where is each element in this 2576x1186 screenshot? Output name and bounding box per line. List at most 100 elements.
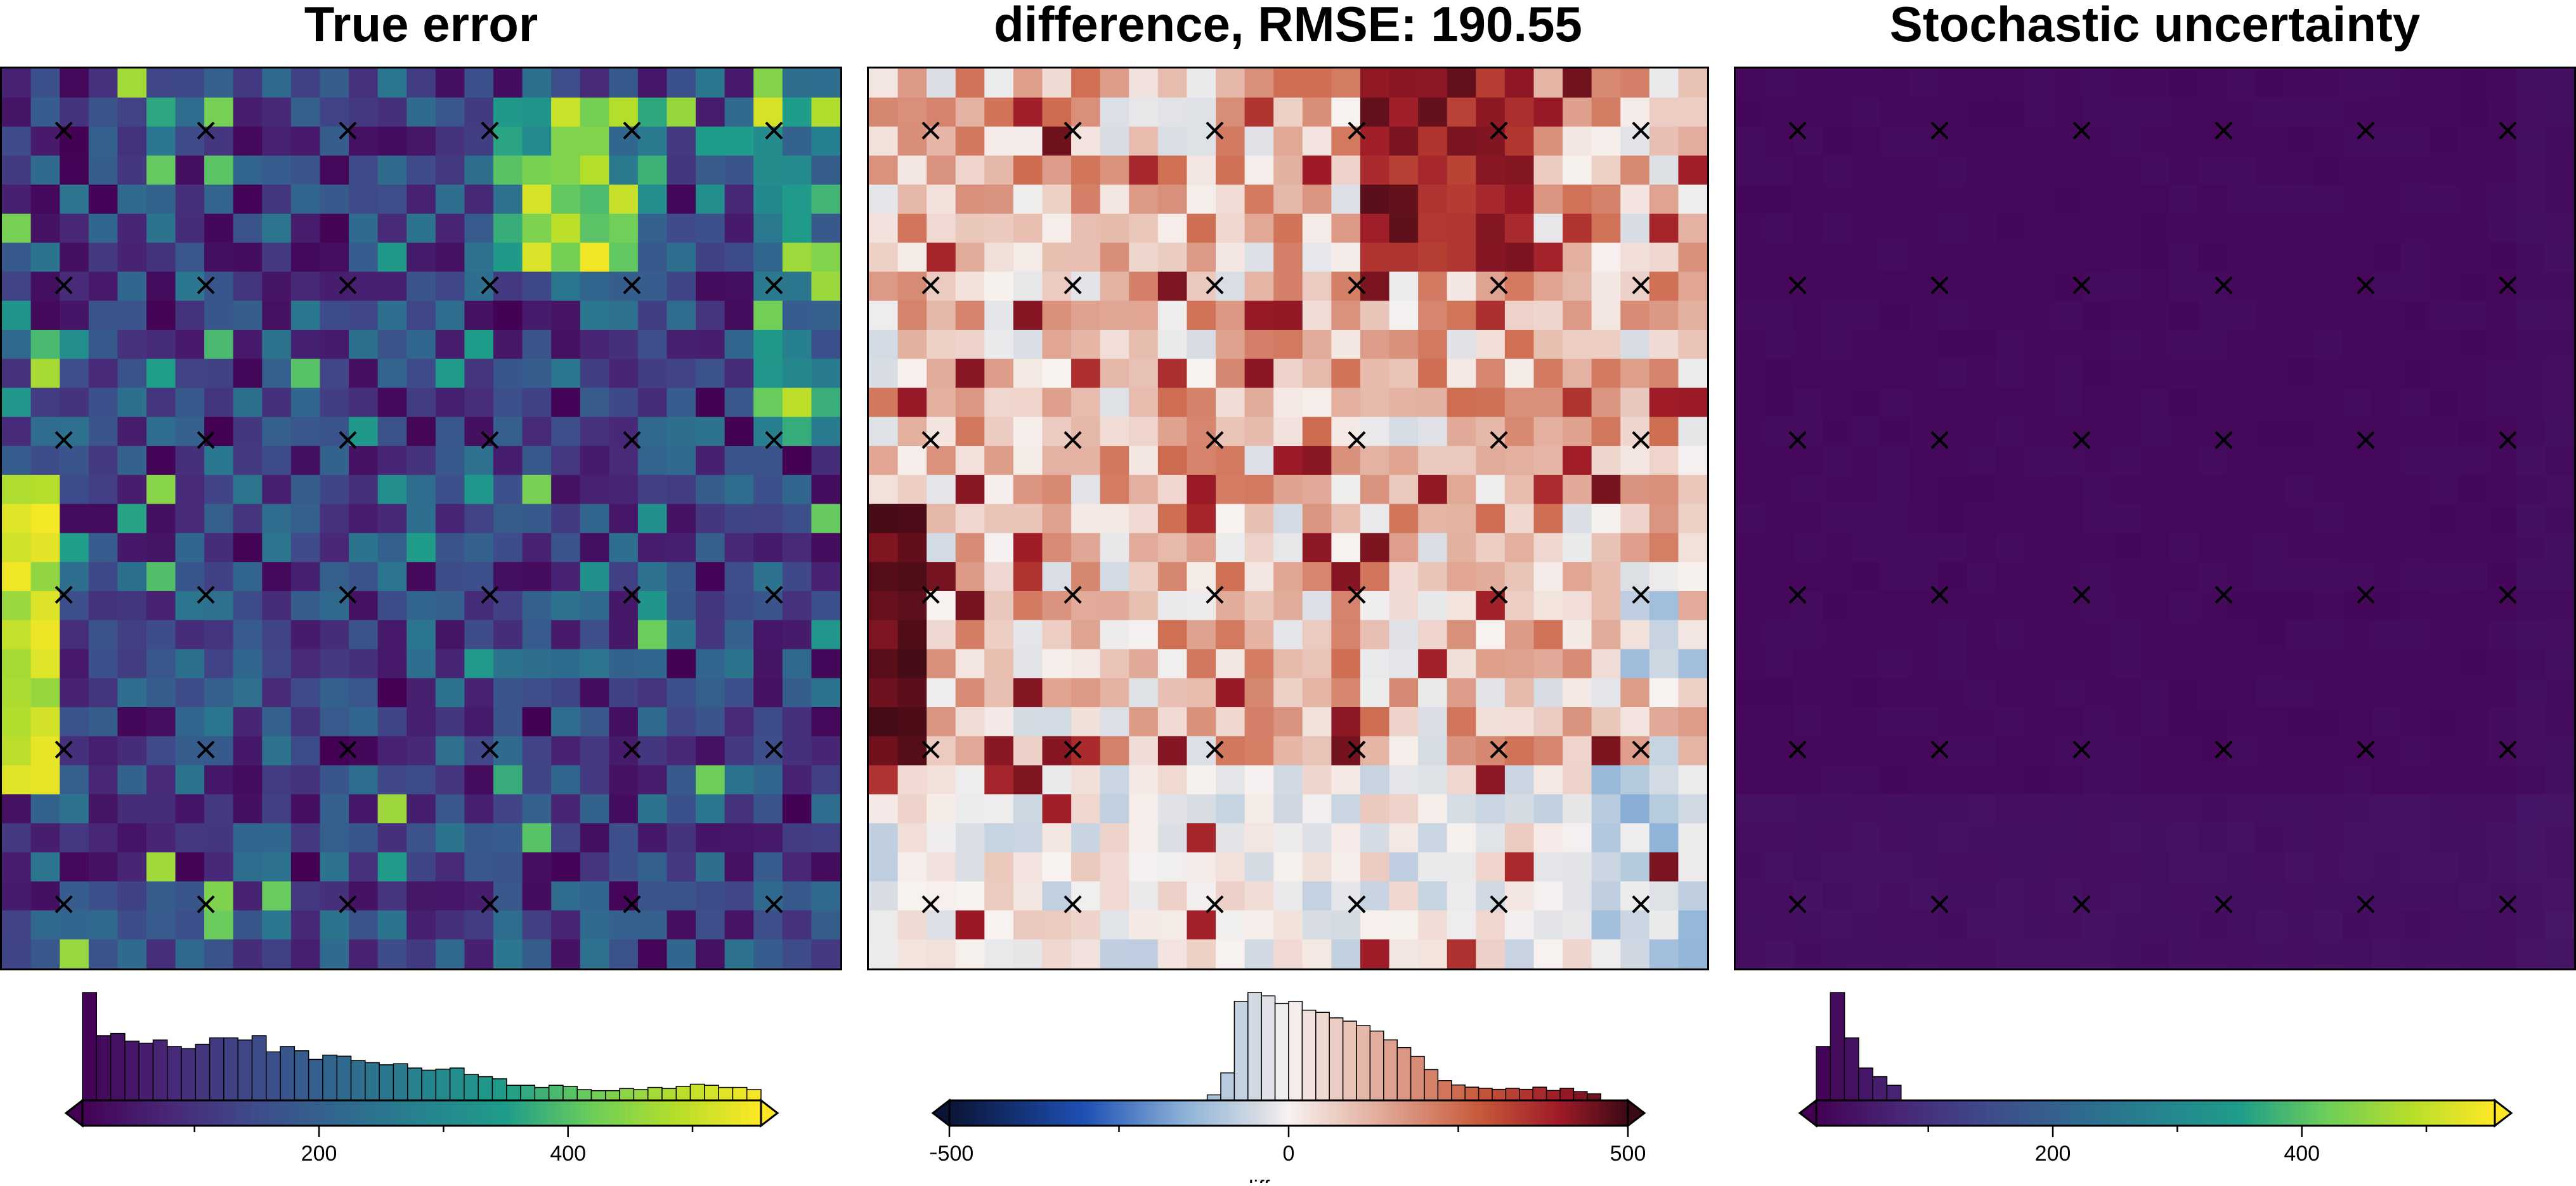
constraint-marker: × bbox=[2069, 420, 2095, 457]
constraint-marker: × bbox=[2211, 420, 2237, 457]
histogram-bar bbox=[280, 1046, 296, 1101]
histogram-bar bbox=[478, 1076, 493, 1101]
histogram-bar bbox=[82, 992, 98, 1101]
histogram-bar bbox=[576, 1089, 592, 1101]
histogram-bar bbox=[1478, 1088, 1493, 1101]
histogram-bar bbox=[421, 1069, 437, 1101]
histogram-bar bbox=[590, 1090, 606, 1101]
constraint-marker: × bbox=[2211, 885, 2237, 922]
constraint-marker: × bbox=[2069, 885, 2095, 922]
constraint-marker: × bbox=[335, 112, 361, 148]
histogram-bar bbox=[534, 1086, 550, 1101]
constraint-marker: × bbox=[2495, 885, 2521, 922]
histogram-bar bbox=[138, 1043, 154, 1101]
constraint-marker: × bbox=[2495, 730, 2521, 767]
constraint-marker: × bbox=[1785, 885, 1811, 922]
histogram-bar bbox=[96, 1035, 112, 1101]
colorbar-tick-label: 200 bbox=[2035, 1142, 2071, 1166]
constraint-marker: × bbox=[51, 420, 77, 457]
constraint-marker: × bbox=[193, 575, 219, 612]
constraint-marker: × bbox=[761, 266, 788, 303]
histogram-bar bbox=[1233, 1001, 1249, 1101]
constraint-marker: × bbox=[918, 730, 944, 767]
constraint-marker: × bbox=[335, 730, 361, 767]
histogram-bar bbox=[619, 1088, 635, 1101]
histogram-bar bbox=[732, 1086, 748, 1101]
histogram-bar bbox=[1261, 995, 1276, 1101]
histogram-bar bbox=[449, 1067, 465, 1101]
constraint-marker: × bbox=[918, 575, 944, 612]
colorbar-tick-label: 0 bbox=[1283, 1142, 1295, 1166]
constraint-marker: × bbox=[1785, 266, 1811, 303]
constraint-marker: × bbox=[1486, 112, 1512, 148]
constraint-marker: × bbox=[2353, 420, 2379, 457]
constraint-marker: × bbox=[193, 420, 219, 457]
colorbar-difference-svg: −500 0 500 difference bbox=[925, 992, 1646, 1186]
constraint-marker: × bbox=[1927, 266, 1953, 303]
constraint-marker: × bbox=[193, 266, 219, 303]
map-difference-grid: × × × × × × × × × × × × × × × × × × × × × × × × × × × × × × × × × × × × bbox=[869, 68, 1707, 968]
histogram-bar bbox=[1247, 992, 1262, 1101]
constraint-marker: × bbox=[1060, 575, 1086, 612]
colorbar-true-error: 200 400 bbox=[63, 980, 780, 1176]
histogram-bar bbox=[675, 1086, 691, 1101]
histogram-bar bbox=[1451, 1084, 1466, 1101]
histogram-bar bbox=[1559, 1088, 1575, 1101]
constraint-marker: × bbox=[51, 112, 77, 148]
histogram-bar bbox=[1424, 1069, 1439, 1101]
constraint-marker: × bbox=[1202, 266, 1228, 303]
histogram-bar bbox=[1587, 1093, 1601, 1101]
histogram-bar bbox=[718, 1086, 734, 1101]
colorbar-frame bbox=[81, 1099, 762, 1127]
histogram-bar bbox=[661, 1088, 677, 1101]
constraint-marker: × bbox=[2495, 112, 2521, 148]
histogram-bar bbox=[365, 1062, 380, 1101]
colorbar-stochastic-uncertainty-svg: 200 400 bbox=[1798, 992, 2513, 1166]
histogram-bar bbox=[379, 1064, 394, 1101]
constraint-marker: × bbox=[619, 575, 646, 612]
histogram-bar bbox=[1437, 1080, 1452, 1101]
histogram-bar bbox=[1288, 1001, 1303, 1101]
constraint-marker: × bbox=[1785, 420, 1811, 457]
histogram-bar bbox=[633, 1089, 649, 1101]
colorbar-tick-label: 400 bbox=[550, 1142, 586, 1166]
constraint-marker: × bbox=[2069, 730, 2095, 767]
map-stochastic-uncertainty: × × × × × × × × × × × × × × × × × × × × × × × × × × × × × × × × × × × × bbox=[1734, 67, 2576, 970]
histogram-bar bbox=[1220, 1072, 1235, 1101]
colorbar-upper-extend bbox=[2494, 1098, 2513, 1128]
histogram-bar bbox=[336, 1055, 352, 1101]
colorbar-lower-extend bbox=[64, 1098, 84, 1128]
constraint-marker: × bbox=[1060, 885, 1086, 922]
colorbar-lower-extend bbox=[931, 1098, 951, 1128]
constraint-marker: × bbox=[2495, 266, 2521, 303]
colorbar-frame bbox=[1815, 1099, 2496, 1127]
histogram-bar bbox=[308, 1059, 323, 1101]
histogram-bar bbox=[1532, 1086, 1547, 1101]
constraint-marker: × bbox=[1927, 575, 1953, 612]
histogram-bar bbox=[647, 1086, 663, 1101]
map-stochastic-uncertainty-grid: × × × × × × × × × × × × × × × × × × × × × × × × × × × × × × × × × × × × bbox=[1736, 68, 2574, 968]
histogram-bar bbox=[746, 1089, 762, 1101]
colorbar-stochastic-uncertainty: 200 400 bbox=[1797, 980, 2514, 1176]
constraint-marker: × bbox=[1628, 266, 1655, 303]
constraint-marker: × bbox=[1060, 112, 1086, 148]
histogram-bar bbox=[1342, 1020, 1357, 1101]
constraint-marker: × bbox=[2353, 730, 2379, 767]
constraint-marker: × bbox=[2353, 575, 2379, 612]
constraint-marker: × bbox=[2211, 112, 2237, 148]
constraint-marker: × bbox=[1785, 112, 1811, 148]
constraint-marker: × bbox=[1060, 730, 1086, 767]
constraint-marker: × bbox=[477, 885, 504, 922]
histogram-bar bbox=[1886, 1085, 1902, 1101]
colorbar-tick-label: 200 bbox=[301, 1142, 337, 1166]
histogram-bar bbox=[689, 1083, 705, 1101]
constraint-marker: × bbox=[193, 112, 219, 148]
constraint-marker: × bbox=[1344, 730, 1370, 767]
histogram-bar bbox=[1315, 1012, 1330, 1101]
constraint-marker: × bbox=[1060, 420, 1086, 457]
constraint-marker: × bbox=[335, 266, 361, 303]
constraint-marker: × bbox=[1344, 885, 1370, 922]
colorbar-upper-extend bbox=[760, 1098, 779, 1128]
histogram-bar bbox=[124, 1040, 140, 1101]
constraint-marker: × bbox=[51, 266, 77, 303]
